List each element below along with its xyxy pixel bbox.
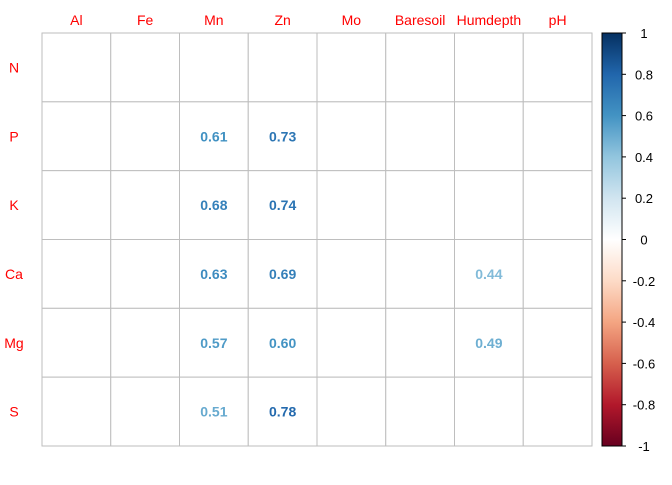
colorbar-tick-label: 0.8 [635,67,653,82]
grid-cell [385,376,455,447]
grid-cell [522,307,593,378]
grid-cell [110,376,180,447]
colorbar [601,32,623,447]
y-axis-label: K [9,197,19,213]
grid-cell [522,376,593,447]
y-axis-label: Ca [5,266,23,282]
cell-value: 0.49 [475,335,502,351]
grid-cell [41,32,112,103]
grid-cell [110,32,180,103]
colorbar-tick-label: -0.8 [633,398,655,413]
x-axis-label: Baresoil [395,12,446,28]
grid-cell [385,101,455,172]
cell-value: 0.51 [200,404,227,420]
cell-value: 0.73 [269,128,296,144]
colorbar-tick-label: 0.6 [635,109,653,124]
grid-cell [110,239,180,309]
grid-cell [41,239,112,309]
grid-cell [110,307,180,378]
colorbar-tick-label: 0 [640,233,647,248]
grid-cell [316,376,387,447]
x-axis-label: Zn [274,12,290,28]
grid-cell [247,101,318,172]
grid-cell [522,239,593,309]
grid-cell [179,101,249,172]
grid-cell [316,307,387,378]
grid-cell [41,307,112,378]
colorbar-tick-label: -1 [638,439,650,454]
grid-cell [247,32,318,103]
grid-cell [522,170,593,241]
colorbar-tick-label: 1 [640,26,647,41]
grid-cell [179,307,249,378]
grid-cell [454,307,524,378]
grid-cell [179,32,249,103]
y-axis-label: S [9,404,18,420]
cell-value: 0.68 [200,197,227,213]
grid-cell [385,239,455,309]
grid-cell [110,170,180,241]
x-axis-label: Humdepth [457,12,522,28]
grid-cell [110,101,180,172]
grid-cell [316,170,387,241]
y-axis-label: Mg [4,335,23,351]
grid-cell [522,101,593,172]
colorbar-tick-label: -0.6 [633,356,655,371]
grid-cell [247,170,318,241]
grid-cell [316,32,387,103]
colorbar-tick-label: 0.2 [635,191,653,206]
grid-cell [316,239,387,309]
x-axis-label: Fe [137,12,154,28]
cell-value: 0.44 [475,266,502,282]
cell-value: 0.78 [269,404,296,420]
y-axis-label: N [9,59,19,75]
cell-value: 0.57 [200,335,227,351]
cell-value: 0.61 [200,128,227,144]
grid-cell [247,239,318,309]
grid-cell [247,376,318,447]
x-axis-label: Mn [204,12,223,28]
grid-cell [454,170,524,241]
grid-cell [385,307,455,378]
grid-cell [522,32,593,103]
x-axis-label: Al [70,12,82,28]
grid-cell [41,376,112,447]
cell-value: 0.60 [269,335,296,351]
grid-cell [41,101,112,172]
cell-value: 0.63 [200,266,227,282]
colorbar-tick-label: -0.2 [633,274,655,289]
colorbar-tick-label: 0.4 [635,150,653,165]
grid-cell [385,32,455,103]
cell-value: 0.74 [269,197,296,213]
grid-cell [179,170,249,241]
grid-cell [385,170,455,241]
cell-value: 0.69 [269,266,296,282]
colorbar-tick-label: -0.4 [633,315,655,330]
x-axis-label: Mo [342,12,362,28]
grid-cell [316,101,387,172]
y-axis-label: P [9,128,18,144]
grid-cell [454,101,524,172]
x-axis-label: pH [549,12,567,28]
grid-cell [454,376,524,447]
grid-cell [41,170,112,241]
grid-cell [454,32,524,103]
